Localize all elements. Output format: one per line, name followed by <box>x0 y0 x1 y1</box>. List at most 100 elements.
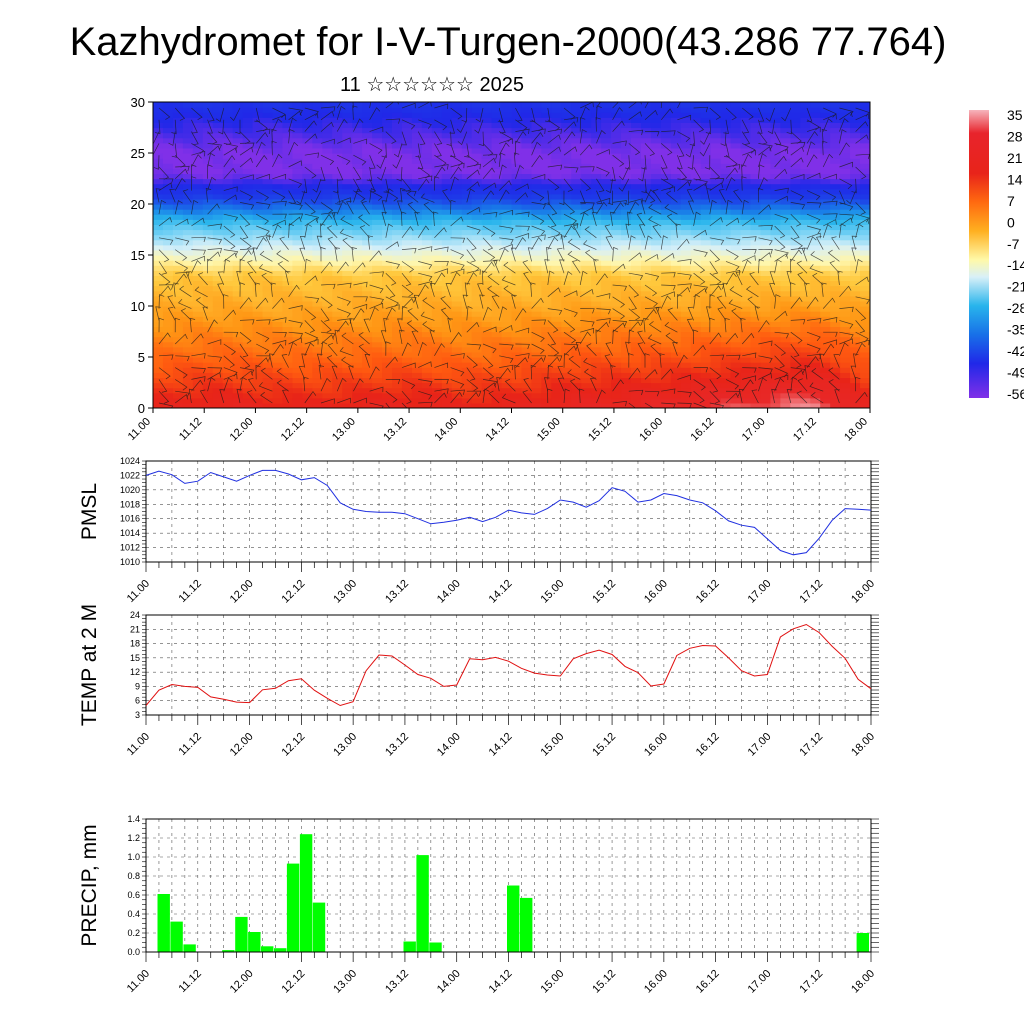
heatmap-cell <box>491 239 503 246</box>
heatmap-cell <box>172 357 184 363</box>
wind-barb <box>434 227 447 239</box>
heatmap-cell <box>660 107 672 113</box>
heatmap-cell <box>770 285 781 292</box>
heatmap-cell <box>401 377 413 384</box>
heatmap-cell <box>352 163 363 169</box>
heatmap-cell <box>153 153 164 159</box>
heatmap-cell <box>282 300 294 307</box>
heatmap-cell <box>820 265 831 271</box>
heatmap-cell <box>670 357 682 363</box>
heatmap-cell <box>302 168 313 174</box>
wind-barb <box>450 237 466 244</box>
heatmap-cell <box>511 188 523 195</box>
heatmap-cell <box>312 122 323 129</box>
heatmap-cell <box>710 397 722 404</box>
heatmap-cell <box>800 290 811 297</box>
heatmap-cell <box>740 209 752 215</box>
heatmap-cell <box>222 351 234 358</box>
heatmap-cell <box>790 387 801 394</box>
heatmap-cell <box>720 397 732 404</box>
heatmap-cell <box>232 275 244 282</box>
heatmap-cell <box>541 341 552 348</box>
heatmap-cell <box>511 239 523 246</box>
heatmap-cell <box>640 255 652 261</box>
heatmap-cell <box>760 168 772 174</box>
heatmap-cell <box>362 198 373 205</box>
heatmap-cell <box>720 260 732 266</box>
heatmap-cell <box>332 300 343 307</box>
heatmap-cell <box>561 290 572 297</box>
wind-barb <box>272 213 287 219</box>
heatmap-cell <box>262 372 274 378</box>
wind-barb <box>304 107 319 116</box>
heatmap-cell <box>471 306 483 312</box>
heatmap-cell <box>352 137 363 144</box>
heatmap-cell <box>810 285 821 292</box>
heatmap-cell <box>451 382 463 389</box>
heatmap-cell <box>232 112 244 118</box>
heatmap-cell <box>561 102 572 108</box>
heatmap-cell <box>372 168 383 174</box>
heatmap-cell <box>441 168 453 174</box>
heatmap-cell <box>292 265 303 271</box>
heatmap-cell <box>252 392 264 399</box>
heatmap-cell <box>252 193 264 200</box>
heatmap-cell <box>680 326 692 333</box>
heatmap-cell <box>172 382 184 389</box>
heatmap-cell <box>481 341 493 348</box>
heatmap-cell <box>411 295 423 302</box>
heatmap-cell <box>362 153 373 159</box>
heatmap-cell <box>342 127 353 134</box>
heatmap-cell <box>561 397 572 404</box>
heatmap-cell <box>750 188 762 195</box>
heatmap-cell <box>401 107 413 113</box>
heatmap-cell <box>172 214 184 220</box>
heatmap-cell <box>740 260 752 266</box>
heatmap-cell <box>292 188 303 195</box>
wind-barb <box>353 296 368 302</box>
heatmap-cell <box>192 397 204 404</box>
heatmap-cell <box>421 382 433 389</box>
heatmap-cell <box>820 326 831 333</box>
heatmap-cell <box>680 224 692 231</box>
wind-barb <box>301 353 307 368</box>
heatmap-cell <box>780 102 791 108</box>
wind-barb <box>180 308 192 321</box>
heatmap-cell <box>521 102 533 108</box>
heatmap-cell <box>521 178 533 185</box>
heatmap-cell <box>571 346 582 353</box>
heatmap-cell <box>372 336 383 343</box>
heatmap-cell <box>461 285 473 292</box>
heatmap-cell <box>421 367 433 373</box>
heatmap-cell <box>172 275 184 282</box>
heatmap-cell <box>670 346 682 353</box>
heatmap-cell <box>680 168 692 174</box>
heatmap-cell <box>740 280 752 287</box>
heatmap-cell <box>581 326 592 333</box>
wind-barb <box>399 329 405 345</box>
heatmap-cell <box>621 229 632 236</box>
heatmap-cell <box>153 168 164 174</box>
heatmap-cell <box>700 275 712 282</box>
heatmap-cell <box>282 183 294 190</box>
wind-barb <box>369 155 376 169</box>
heatmap-cell <box>292 219 303 225</box>
heatmap-cell <box>242 346 254 353</box>
heatmap-cell <box>720 357 732 363</box>
heatmap-cell <box>690 300 702 307</box>
wind-barb <box>515 307 527 321</box>
heatmap-cell <box>680 377 692 384</box>
heatmap-cell <box>232 147 244 154</box>
heatmap-cell <box>501 367 513 373</box>
wind-barb <box>158 182 173 191</box>
heatmap-cell <box>392 224 403 231</box>
heatmap-cell <box>850 168 861 174</box>
heatmap-cell <box>481 285 493 292</box>
heatmap-cell <box>860 153 870 159</box>
heatmap-cell <box>700 193 712 200</box>
wind-barb <box>336 377 347 392</box>
wind-barb <box>353 281 368 288</box>
heatmap-cell <box>820 137 831 144</box>
heatmap-cell <box>571 392 582 399</box>
heatmap-cell <box>640 346 652 353</box>
